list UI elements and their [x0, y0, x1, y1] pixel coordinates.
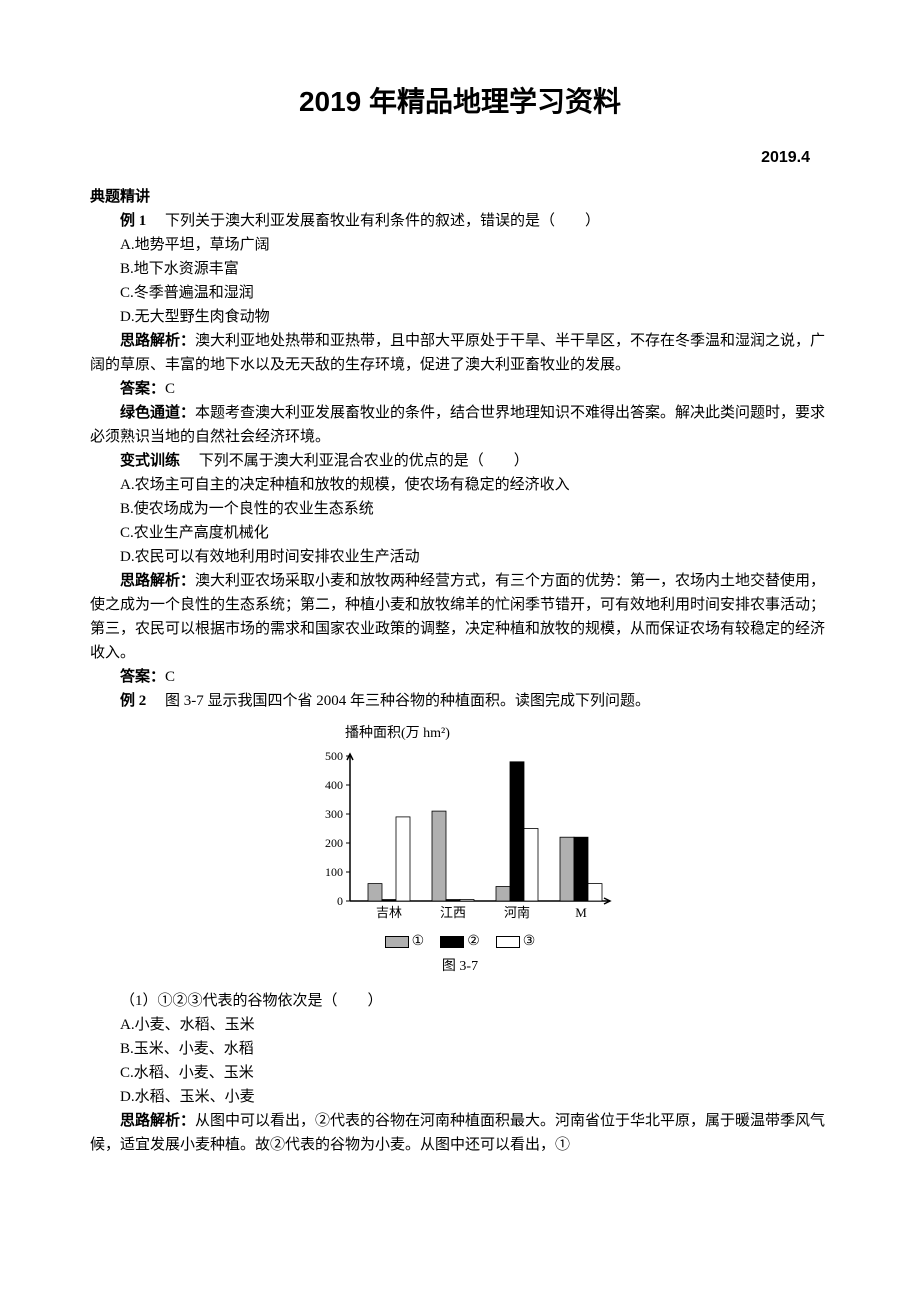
question-text	[150, 213, 165, 229]
svg-text:河南: 河南	[504, 905, 530, 920]
bar-chart: 0 100 200 300 400 500 吉林 江西 河南 M	[305, 751, 615, 926]
example2-analysis-block: 思路解析：从图中可以看出，②代表的谷物在河南种植面积最大。河南省位于华北平原，属…	[90, 1109, 830, 1157]
chart-y-axis-title: 播种面积(万 hm²)	[285, 723, 635, 745]
example2-option-a: A.小麦、水稻、玉米	[90, 1013, 830, 1037]
example1-question: 例 1 下列关于澳大利亚发展畜牧业有利条件的叙述，错误的是（ ）	[90, 209, 830, 233]
example-label: 例 1	[120, 213, 146, 229]
variant-answer-label: 答案：	[120, 669, 165, 685]
option-b: B.地下水资源丰富	[90, 257, 830, 281]
section-dianti: 典题精讲	[90, 185, 830, 209]
svg-text:M: M	[575, 905, 587, 920]
analysis-text: 澳大利亚地处热带和亚热带，且中部大平原处于干旱、半干旱区，不存在冬季温和湿润之说…	[90, 333, 825, 373]
variant-analysis-label: 思路解析：	[120, 573, 195, 589]
variant-analysis-text: 澳大利亚农场采取小麦和放牧两种经营方式，有三个方面的优势：第一，农场内土地交替使…	[90, 573, 825, 661]
page-title: 2019 年精品地理学习资料	[90, 80, 830, 125]
legend-item: ①	[385, 931, 425, 953]
analysis-block: 思路解析：澳大利亚地处热带和亚热带，且中部大平原处于干旱、半干旱区，不存在冬季温…	[90, 329, 830, 377]
legend-swatch	[385, 936, 409, 948]
variant-option-b: B.使农场成为一个良性的农业生态系统	[90, 497, 830, 521]
example2-question: 例 2 图 3-7 显示我国四个省 2004 年三种谷物的种植面积。读图完成下列…	[90, 689, 830, 713]
legend-label: ②	[467, 934, 480, 949]
example2-subquestion: （1）①②③代表的谷物依次是（ ）	[90, 989, 830, 1013]
variant-option-c: C.农业生产高度机械化	[90, 521, 830, 545]
answer-block: 答案：C	[90, 377, 830, 401]
variant-option-a: A.农场主可自主的决定种植和放牧的规模，使农场有稳定的经济收入	[90, 473, 830, 497]
green-block: 绿色通道：本题考查澳大利亚发展畜牧业的条件，结合世界地理知识不难得出答案。解决此…	[90, 401, 830, 449]
analysis-label: 思路解析：	[120, 333, 195, 349]
chart-container: 播种面积(万 hm²) 0100200300400500吉林江西河南M ①②③ …	[285, 723, 635, 978]
option-c: C.冬季普遍温和湿润	[90, 281, 830, 305]
option-a: A.地势平坦，草场广阔	[90, 233, 830, 257]
svg-text:400: 400	[325, 778, 343, 792]
page-date: 2019.4	[90, 145, 830, 171]
option-d: D.无大型野生肉食动物	[90, 305, 830, 329]
svg-text:200: 200	[325, 836, 343, 850]
variant-question: 变式训练 下列不属于澳大利亚混合农业的优点的是（ ）	[90, 449, 830, 473]
variant-option-d: D.农民可以有效地利用时间安排农业生产活动	[90, 545, 830, 569]
svg-text:吉林: 吉林	[376, 905, 402, 920]
example2-text: 图 3-7 显示我国四个省 2004 年三种谷物的种植面积。读图完成下列问题。	[165, 693, 650, 709]
example2-label: 例 2	[120, 693, 146, 709]
answer-label: 答案：	[120, 381, 165, 397]
svg-text:100: 100	[325, 865, 343, 879]
green-label: 绿色通道：	[120, 405, 195, 421]
variant-label: 变式训练	[120, 453, 180, 469]
question-text-content: 下列关于澳大利亚发展畜牧业有利条件的叙述，错误的是（ ）	[165, 213, 600, 229]
example2-spacer	[150, 693, 165, 709]
svg-text:300: 300	[325, 807, 343, 821]
example2-option-c: C.水稻、小麦、玉米	[90, 1061, 830, 1085]
variant-analysis-block: 思路解析：澳大利亚农场采取小麦和放牧两种经营方式，有三个方面的优势：第一，农场内…	[90, 569, 830, 665]
svg-text:0: 0	[337, 894, 343, 908]
green-text: 本题考查澳大利亚发展畜牧业的条件，结合世界地理知识不难得出答案。解决此类问题时，…	[90, 405, 825, 445]
variant-answer-text: C	[165, 669, 175, 685]
legend-swatch	[496, 936, 520, 948]
variant-answer-block: 答案：C	[90, 665, 830, 689]
svg-text:江西: 江西	[440, 905, 466, 920]
answer-text: C	[165, 381, 175, 397]
variant-spacer	[184, 453, 199, 469]
chart-figure-label: 图 3-7	[285, 956, 635, 978]
example2-analysis-label: 思路解析：	[120, 1113, 195, 1129]
svg-text:500: 500	[325, 751, 343, 763]
legend-item: ③	[496, 931, 536, 953]
example2-option-d: D.水稻、玉米、小麦	[90, 1085, 830, 1109]
legend-item: ②	[440, 931, 480, 953]
variant-text: 下列不属于澳大利亚混合农业的优点的是（ ）	[199, 453, 529, 469]
legend-swatch	[440, 936, 464, 948]
example2-option-b: B.玉米、小麦、水稻	[90, 1037, 830, 1061]
section-title: 典题精讲	[90, 189, 150, 205]
example2-analysis-text: 从图中可以看出，②代表的谷物在河南种植面积最大。河南省位于华北平原，属于暖温带季…	[90, 1113, 825, 1153]
legend-label: ③	[523, 934, 536, 949]
legend-label: ①	[412, 934, 425, 949]
chart-legend: ① ② ③	[285, 931, 635, 953]
